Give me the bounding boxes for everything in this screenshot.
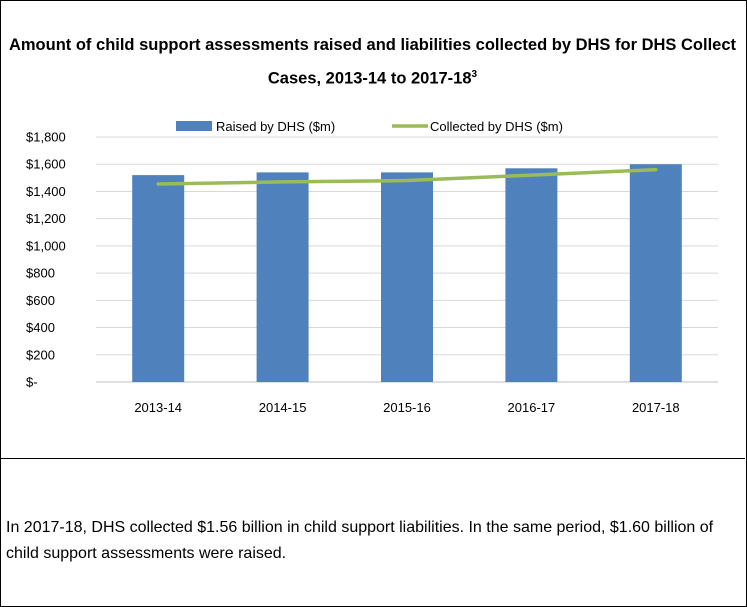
chart-svg: $- $200 $400 $600 $800 $1,000 $1,200 $1,400 $1,6… <box>0 0 745 458</box>
y-tick-label: $1,000 <box>26 238 66 253</box>
chart-container: Amount of child support assessments rais… <box>0 0 745 459</box>
bar <box>505 168 557 382</box>
caption-text: In 2017-18, DHS collected $1.56 billion … <box>6 515 741 567</box>
legend-label: Collected by DHS ($m) <box>430 119 563 134</box>
y-tick-label: $1,600 <box>26 157 66 172</box>
bar <box>132 175 184 382</box>
y-tick-label: $1,800 <box>26 130 66 145</box>
bar <box>630 164 682 382</box>
legend-swatch-bar <box>176 121 212 131</box>
y-tick-label: $800 <box>26 266 55 281</box>
y-tick-label: $- <box>26 375 38 390</box>
y-tick-label: $400 <box>26 320 55 335</box>
x-tick-label: 2017-18 <box>632 400 680 415</box>
y-tick-label: $1,400 <box>26 184 66 199</box>
x-tick-label: 2015-16 <box>383 400 431 415</box>
x-tick-label: 2013-14 <box>134 400 182 415</box>
y-tick-label: $1,200 <box>26 211 66 226</box>
x-tick-label: 2016-17 <box>508 400 556 415</box>
bar <box>257 172 309 382</box>
y-tick-label: $200 <box>26 347 55 362</box>
x-tick-label: 2014-15 <box>259 400 307 415</box>
legend-label: Raised by DHS ($m) <box>216 119 335 134</box>
bar <box>381 172 433 382</box>
y-tick-label: $600 <box>26 293 55 308</box>
